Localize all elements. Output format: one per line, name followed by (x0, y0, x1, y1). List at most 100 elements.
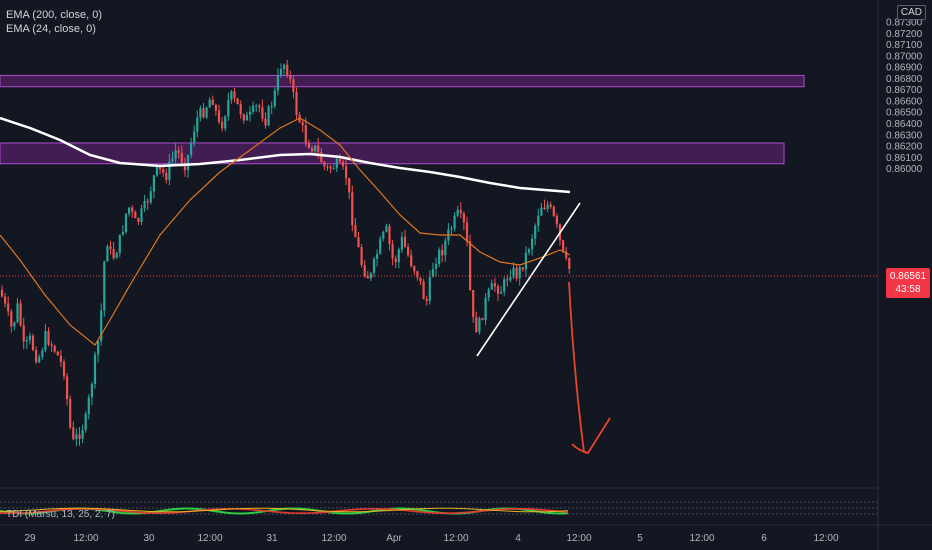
candle-body (527, 249, 531, 253)
candle-body (103, 261, 106, 311)
candle-body (307, 142, 310, 148)
candle-body (444, 240, 447, 256)
candle-body (351, 192, 354, 226)
candle-body (286, 64, 289, 76)
candle-body (385, 226, 388, 232)
candle-body (326, 166, 329, 168)
tdi-legend[interactable]: TDI (Marsu, 13, 25, 2, 7) (6, 509, 115, 520)
candle-body (87, 397, 90, 414)
candle-body (543, 207, 546, 210)
price-tick: 0.86100 (886, 153, 923, 164)
price-tick: 0.87000 (886, 51, 923, 62)
candle-body (379, 238, 382, 254)
candle-body (500, 291, 503, 294)
candle-body (13, 322, 16, 327)
price-axis[interactable]: 0.873000.872000.871000.870000.869000.868… (886, 18, 923, 176)
projected-path-arrow (568, 281, 611, 455)
candle-body (363, 265, 366, 277)
candle-body (524, 252, 527, 270)
candle-body (186, 155, 190, 171)
candle-body (59, 355, 62, 362)
ema200-legend[interactable]: EMA (200, close, 0) (6, 9, 102, 21)
candle-body (239, 104, 242, 115)
candle-body (549, 204, 552, 207)
candle-body (124, 213, 128, 232)
candle-body (537, 215, 540, 226)
candle-body (453, 215, 456, 229)
candle-body (400, 236, 403, 250)
candle-body (270, 106, 273, 108)
candle-body (183, 162, 186, 171)
candle-body (221, 121, 224, 129)
ema-lines (0, 116, 571, 346)
candle-body (506, 279, 509, 281)
candle-body (53, 345, 56, 352)
candle-body (131, 207, 134, 212)
candle-body (217, 110, 221, 122)
price-tick: 0.86200 (886, 142, 923, 153)
candle-body (264, 118, 267, 126)
candle-body (205, 107, 208, 118)
time-tick: 6 (761, 533, 767, 544)
candle-body (233, 91, 236, 99)
ema24-legend[interactable]: EMA (24, close, 0) (6, 23, 96, 35)
candle-body (109, 246, 112, 249)
candle-body (168, 161, 171, 180)
candle-body (134, 211, 137, 219)
candle-body (22, 325, 25, 342)
candle-body (562, 240, 565, 252)
candle-body (279, 69, 283, 76)
candle-body (503, 279, 506, 292)
currency-badge[interactable]: CAD (896, 5, 926, 20)
time-axis[interactable]: 29 12:00 30 12:00 31 12:00 Apr 12:00 4 12:00 5 12:0… (24, 533, 839, 544)
candle-body (314, 145, 317, 152)
price-zone (0, 142, 785, 165)
candle-body (438, 249, 441, 265)
candle-body (469, 241, 472, 291)
price-zone (0, 74, 805, 88)
candle-body (283, 64, 286, 70)
candle-body (292, 79, 295, 92)
candle-body (459, 209, 462, 214)
candle-body (171, 158, 174, 162)
candle-body (320, 152, 323, 163)
price-tick: 0.87100 (886, 40, 923, 51)
time-tick: 12:00 (566, 533, 591, 544)
candle-body (227, 99, 230, 117)
candle-body (196, 117, 199, 132)
candle-body (224, 116, 227, 129)
candle-body (152, 175, 155, 192)
candle-body (490, 283, 493, 290)
candle-body (304, 125, 307, 143)
price-tick: 0.87200 (886, 29, 923, 40)
candle-body (534, 225, 537, 239)
tdi-panel (0, 487, 878, 515)
candle-body (441, 249, 444, 256)
candle-body (397, 249, 400, 263)
candle-body (323, 162, 326, 167)
candle-body (155, 164, 159, 176)
candle-body (199, 108, 202, 118)
candle-body (338, 158, 341, 162)
candle-body (388, 226, 391, 245)
price-tick: 0.86700 (886, 85, 923, 96)
candle-body (413, 266, 416, 272)
candle-body (4, 296, 7, 304)
candle-body (90, 383, 93, 398)
price-tick: 0.86900 (886, 63, 923, 74)
candle-body (335, 158, 338, 169)
candle-body (546, 204, 549, 210)
candle-body (472, 290, 475, 317)
candle-body (462, 213, 465, 223)
candle-body (214, 104, 217, 111)
candle-body (366, 276, 369, 279)
candle-body (248, 111, 252, 115)
candle-body (540, 207, 543, 216)
candle-body (487, 289, 490, 298)
candle-body (137, 218, 140, 222)
time-tick: 31 (266, 533, 278, 544)
candle-body (149, 191, 152, 203)
price-tick: 0.86500 (886, 108, 923, 119)
candle-body (465, 222, 469, 242)
